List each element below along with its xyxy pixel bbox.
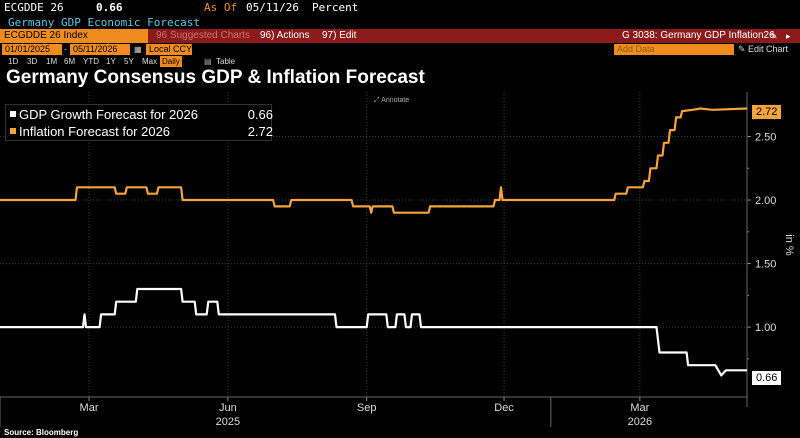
x-year-label: 2025	[216, 416, 240, 428]
as-of-date: 05/11/26	[246, 1, 299, 14]
period-1d[interactable]: 1D	[8, 57, 19, 66]
expand-icon[interactable]: ✎	[770, 31, 778, 41]
x-tick-label: Dec	[494, 402, 514, 414]
end-date-input[interactable]: 05/11/2026	[70, 44, 130, 55]
y-tick-label: 2.50	[755, 131, 776, 143]
period-6m[interactable]: 6M	[64, 57, 76, 66]
date-range-row: 01/01/2025 - 05/11/2026 ▦ Local CCY Add …	[0, 44, 800, 55]
legend: GDP Growth Forecast for 2026 0.66 Inflat…	[5, 104, 273, 141]
last-value-label-inflation: 2.72	[752, 105, 782, 119]
security-description: Germany GDP Economic Forecast	[8, 16, 201, 29]
edit-chart-button[interactable]: Edit Chart	[748, 44, 789, 54]
table-button[interactable]: Table	[216, 57, 236, 66]
currency-select[interactable]: Local CCY	[146, 44, 192, 55]
legend-label-gdp: GDP Growth Forecast for 2026	[19, 107, 198, 122]
toolbar: ECGDDE 26 Index 96 Suggested Charts 96) …	[0, 29, 800, 43]
x-tick-label: Sep	[357, 402, 377, 414]
period-ytd[interactable]: YTD	[83, 57, 99, 66]
header-row: ECGDDE 26 0.66 As Of 05/11/26 Percent	[0, 0, 800, 16]
y-axis: 2.50 2.00 1.50 1.00 in %	[746, 92, 795, 407]
unit-label: Percent	[312, 1, 359, 14]
edit-menu-button[interactable]: 97) Edit	[322, 30, 357, 41]
as-of-label: As Of	[204, 1, 238, 14]
legend-label-inflation: Inflation Forecast for 2026	[19, 124, 171, 139]
y-tick-label: 2.00	[755, 195, 776, 207]
calendar-icon[interactable]: ▦	[134, 45, 142, 54]
x-axis: Mar Jun Sep Dec Mar 2025 2026	[0, 396, 747, 428]
period-row: 1D 3D 1M 6M YTD 1Y 5Y Max Daily ▤ Table	[0, 56, 800, 67]
frequency-select[interactable]: Daily	[160, 56, 182, 67]
legend-value-inflation: 2.72	[247, 124, 273, 139]
description-row: Germany GDP Economic Forecast	[0, 16, 800, 29]
last-value-label-gdp: 0.66	[752, 371, 782, 385]
legend-swatch-gdp	[10, 111, 16, 117]
chart-name-label: G 3038: Germany GDP Inflation26	[622, 30, 775, 41]
x-tick-label: Mar	[80, 402, 99, 414]
period-1y[interactable]: 1Y	[106, 57, 116, 66]
y-tick-label: 1.00	[755, 322, 776, 334]
edit-chart-icon[interactable]: ✎	[738, 44, 746, 54]
more-icon[interactable]: ▸	[786, 31, 791, 41]
period-max[interactable]: Max	[142, 57, 158, 66]
series-lines	[0, 107, 748, 377]
y-axis-label: in %	[783, 234, 795, 256]
x-year-label: 2026	[628, 416, 652, 428]
legend-item-gdp[interactable]: GDP Growth Forecast for 2026 0.66	[10, 106, 273, 123]
table-icon[interactable]: ▤	[204, 57, 212, 66]
x-tick-label: Mar	[630, 402, 649, 414]
chart-title: Germany Consensus GDP & Inflation Foreca…	[6, 67, 425, 88]
annotate-button[interactable]: ⤢ Annotate	[374, 97, 409, 105]
add-data-input[interactable]: Add Data	[614, 44, 734, 55]
date-separator: -	[64, 44, 67, 54]
period-3d[interactable]: 3D	[27, 57, 38, 66]
y-tick-label: 1.50	[755, 259, 776, 271]
legend-value-gdp: 0.66	[247, 107, 273, 122]
source-note: Source: Bloomberg	[4, 428, 79, 437]
annotate-icon: ⤢	[374, 97, 380, 104]
annotate-label: Annotate	[381, 97, 410, 104]
index-field[interactable]: ECGDDE 26 Index	[0, 29, 148, 43]
legend-item-inflation[interactable]: Inflation Forecast for 2026 2.72	[10, 123, 273, 140]
actions-menu-button[interactable]: 96) Actions	[260, 30, 310, 41]
series-line-gdp	[0, 287, 747, 377]
x-tick-label: Jun	[219, 402, 237, 414]
start-date-input[interactable]: 01/01/2025	[2, 44, 62, 55]
series-line-inflation	[0, 107, 748, 214]
period-5y[interactable]: 5Y	[124, 57, 134, 66]
period-1m[interactable]: 1M	[46, 57, 58, 66]
ticker-value: 0.66	[96, 1, 123, 14]
suggested-charts-button[interactable]: 96 Suggested Charts	[156, 30, 250, 41]
legend-swatch-inflation	[10, 128, 16, 134]
ticker-symbol: ECGDDE 26	[4, 1, 64, 14]
